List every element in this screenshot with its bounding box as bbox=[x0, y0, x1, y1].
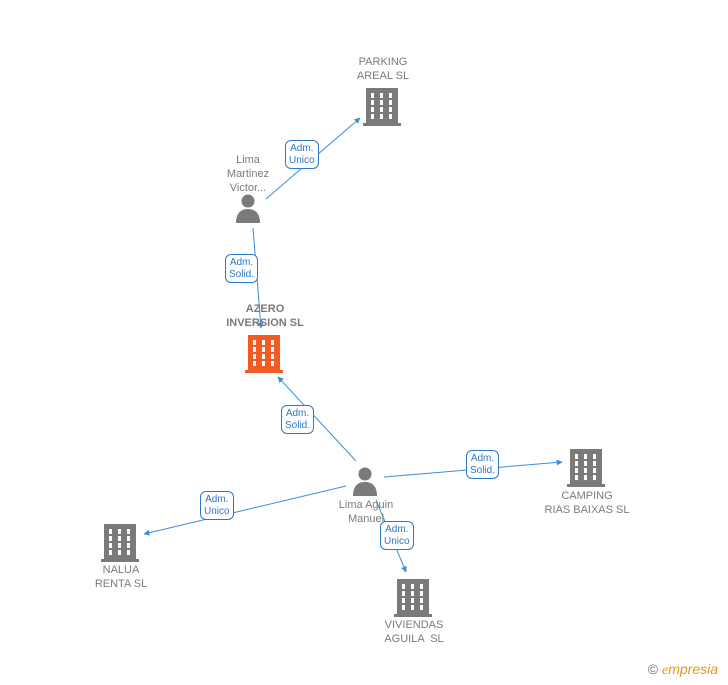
node-label-azero: AZERO INVERSION SL bbox=[205, 303, 325, 331]
edge-label-lima_aguin-nalua: Adm. Unico bbox=[200, 491, 234, 520]
node-label-parking_areal: PARKING AREAL SL bbox=[338, 56, 428, 84]
node-label-viviendas: VIVIENDAS AGUILA SL bbox=[364, 619, 464, 647]
building-icon-nalua[interactable] bbox=[104, 524, 136, 560]
brand-name: empresia bbox=[662, 661, 718, 677]
node-label-camping: CAMPING RIAS BAIXAS SL bbox=[527, 490, 647, 518]
person-icon-lima_aguin[interactable] bbox=[352, 466, 378, 496]
building-icon-viviendas[interactable] bbox=[397, 579, 429, 615]
node-label-nalua: NALUA RENTA SL bbox=[76, 564, 166, 592]
edge-label-lima_aguin-camping: Adm. Solid. bbox=[466, 450, 499, 479]
edge-lima_aguin-nalua bbox=[144, 486, 346, 534]
building-icon-parking_areal[interactable] bbox=[366, 88, 398, 124]
edge-label-lima_martinez-parking_areal: Adm. Unico bbox=[285, 140, 319, 169]
edge-label-lima_martinez-azero: Adm. Solid. bbox=[225, 254, 258, 283]
person-icon-lima_martinez[interactable] bbox=[235, 193, 261, 223]
node-label-lima_aguin: Lima Aguin Manuel bbox=[321, 499, 411, 527]
edge-label-lima_aguin-azero: Adm. Solid. bbox=[281, 405, 314, 434]
node-label-lima_martinez: Lima Martinez Victor... bbox=[213, 154, 283, 195]
copyright-symbol: © bbox=[648, 661, 658, 677]
watermark: © empresia bbox=[648, 661, 718, 679]
building-icon-camping[interactable] bbox=[570, 449, 602, 485]
building-icon-azero[interactable] bbox=[248, 335, 280, 371]
